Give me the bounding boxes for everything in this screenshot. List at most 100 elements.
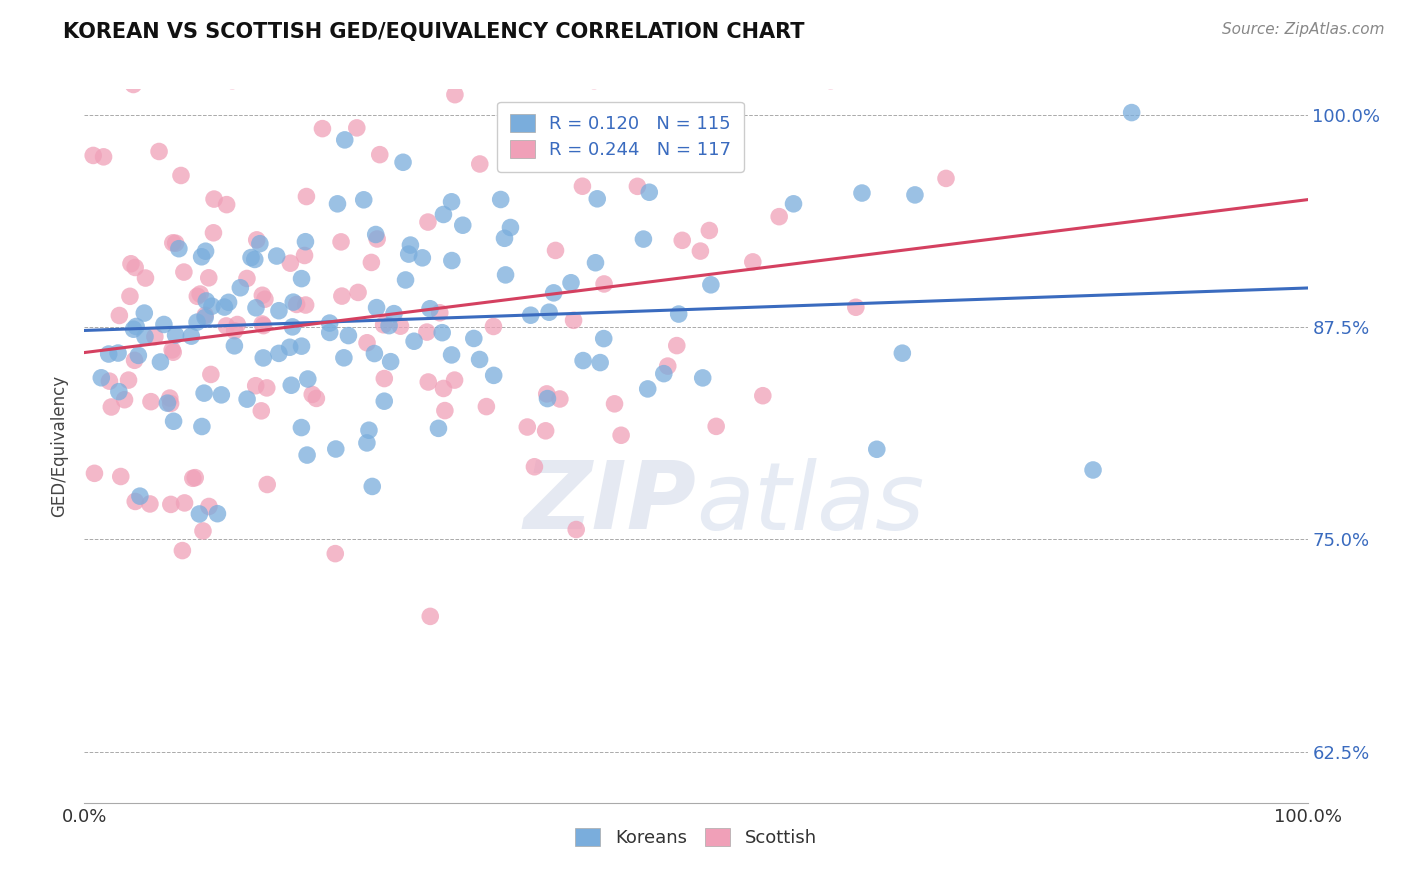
Point <box>373 371 395 385</box>
Point <box>353 193 375 207</box>
Point <box>221 73 243 87</box>
Point <box>536 387 558 401</box>
Point <box>333 133 356 147</box>
Point <box>129 489 152 503</box>
Text: Source: ZipAtlas.com: Source: ZipAtlas.com <box>1222 22 1385 37</box>
Point <box>585 256 607 270</box>
Point <box>156 396 179 410</box>
Point <box>399 238 422 252</box>
Point <box>668 307 690 321</box>
Point <box>593 277 616 291</box>
Point <box>671 233 693 247</box>
Point <box>159 497 181 511</box>
Point <box>610 428 633 442</box>
Point <box>356 436 378 450</box>
Point <box>267 346 290 360</box>
Point <box>419 301 441 316</box>
Point <box>551 140 574 154</box>
Point <box>440 253 463 268</box>
Point <box>389 319 412 334</box>
Point <box>404 334 426 349</box>
Point <box>543 285 565 300</box>
Point <box>224 339 246 353</box>
Point <box>891 346 914 360</box>
Point <box>330 289 353 303</box>
Point <box>571 179 593 194</box>
Point <box>278 340 301 354</box>
Point <box>699 223 721 237</box>
Point <box>392 155 415 169</box>
Point <box>139 394 162 409</box>
Point <box>202 226 225 240</box>
Point <box>1081 463 1104 477</box>
Point <box>363 346 385 360</box>
Point <box>186 315 208 329</box>
Point <box>125 319 148 334</box>
Point <box>741 255 763 269</box>
Point <box>202 192 225 206</box>
Point <box>416 325 439 339</box>
Point <box>373 394 395 409</box>
Point <box>83 467 105 481</box>
Point <box>333 351 356 365</box>
Point <box>444 87 467 102</box>
Point <box>294 235 316 249</box>
Point <box>243 252 266 267</box>
Point <box>665 338 688 352</box>
Point <box>768 210 790 224</box>
Point <box>657 359 679 373</box>
Point <box>184 470 207 484</box>
Point <box>378 318 401 333</box>
Point <box>98 374 121 388</box>
Point <box>311 121 333 136</box>
Point <box>360 255 382 269</box>
Point <box>318 316 340 330</box>
Point <box>283 295 305 310</box>
Point <box>173 265 195 279</box>
Point <box>295 189 318 203</box>
Point <box>429 306 451 320</box>
Point <box>463 331 485 345</box>
Point <box>603 397 626 411</box>
Point <box>197 270 219 285</box>
Point <box>236 392 259 406</box>
Point <box>253 292 276 306</box>
Point <box>305 392 328 406</box>
Point <box>433 403 456 417</box>
Point <box>565 523 588 537</box>
Point <box>586 192 609 206</box>
Point <box>548 392 571 406</box>
Point <box>190 250 212 264</box>
Point <box>418 375 440 389</box>
Point <box>148 145 170 159</box>
Point <box>290 271 312 285</box>
Point <box>553 150 575 164</box>
Point <box>475 400 498 414</box>
Point <box>440 348 463 362</box>
Point <box>285 297 308 311</box>
Point <box>188 507 211 521</box>
Point <box>820 73 842 87</box>
Point <box>443 373 465 387</box>
Point <box>482 319 505 334</box>
Point <box>380 354 402 368</box>
Point <box>851 186 873 200</box>
Point <box>364 227 387 242</box>
Point <box>366 232 388 246</box>
Point <box>160 343 183 357</box>
Point <box>256 477 278 491</box>
Point <box>704 419 727 434</box>
Point <box>194 310 217 325</box>
Point <box>200 368 222 382</box>
Point <box>301 387 323 401</box>
Point <box>252 318 274 333</box>
Point <box>165 236 187 251</box>
Point <box>347 285 370 300</box>
Point <box>134 306 156 320</box>
Point <box>134 329 156 343</box>
Point <box>394 273 416 287</box>
Point <box>122 322 145 336</box>
Point <box>172 543 194 558</box>
Point <box>589 355 612 369</box>
Point <box>97 347 120 361</box>
